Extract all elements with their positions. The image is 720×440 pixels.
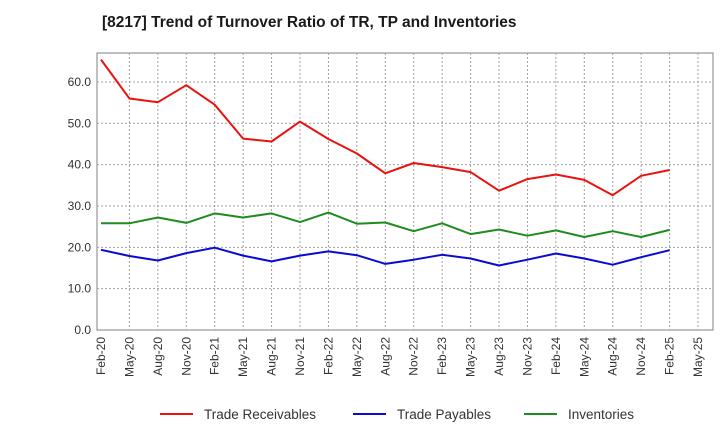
x-tick-label: Feb-24 [549, 337, 563, 375]
x-tick-label: Nov-20 [179, 337, 193, 376]
x-tick-label: Aug-24 [606, 337, 620, 376]
plot-frame [96, 52, 714, 331]
x-tick-label: Aug-20 [151, 337, 165, 376]
x-tick-label: May-25 [691, 337, 705, 377]
y-tick-label: 40.0 [68, 158, 92, 172]
x-tick-label: Feb-21 [208, 337, 222, 375]
x-tick-label: Feb-22 [321, 337, 335, 375]
y-tick-label: 20.0 [68, 240, 92, 254]
x-tick-label: Nov-23 [520, 337, 534, 376]
y-tick-label: 10.0 [68, 282, 92, 296]
gridlines [97, 53, 713, 330]
x-tick-label: Nov-22 [407, 337, 421, 376]
y-tick-label: 60.0 [68, 75, 92, 89]
x-tick-label: Aug-22 [378, 337, 392, 376]
y-axis: 0.0 10.0 20.0 30.0 40.0 50.0 60.0 [68, 75, 92, 337]
legend-label: Inventories [568, 407, 634, 422]
series-line-trade-payables [100, 246, 670, 267]
x-tick-label: Nov-24 [634, 337, 648, 376]
x-tick-label: May-23 [464, 337, 478, 377]
x-tick-label: Aug-21 [265, 337, 279, 376]
x-tick-label: Feb-23 [435, 337, 449, 375]
x-tick-label: May-20 [122, 337, 136, 377]
x-tick-label: May-21 [236, 337, 250, 377]
x-tick-label: Aug-23 [492, 337, 506, 376]
series-lines [100, 59, 670, 267]
x-tick-label: May-24 [577, 337, 591, 377]
x-tick-label: Nov-21 [293, 337, 307, 376]
y-tick-label: 50.0 [68, 116, 92, 130]
legend-label: Trade Receivables [204, 407, 316, 422]
y-tick-label: 0.0 [74, 323, 91, 337]
x-tick-label: Feb-20 [94, 337, 108, 375]
series-line-inventories [101, 211, 670, 238]
legend: Trade Receivables Trade Payables Inventori… [160, 407, 634, 422]
series-line-trade-receivables [100, 59, 670, 197]
x-axis: Feb-20 May-20 Aug-20 Nov-20 Feb-21 May-21 Aug-… [94, 337, 705, 377]
x-tick-label: Feb-25 [663, 337, 677, 375]
legend-label: Trade Payables [397, 407, 491, 422]
chart-title: [8217] Trend of Turnover Ratio of TR, TP… [102, 14, 517, 31]
x-tick-label: May-22 [350, 337, 364, 377]
y-tick-label: 30.0 [68, 199, 92, 213]
